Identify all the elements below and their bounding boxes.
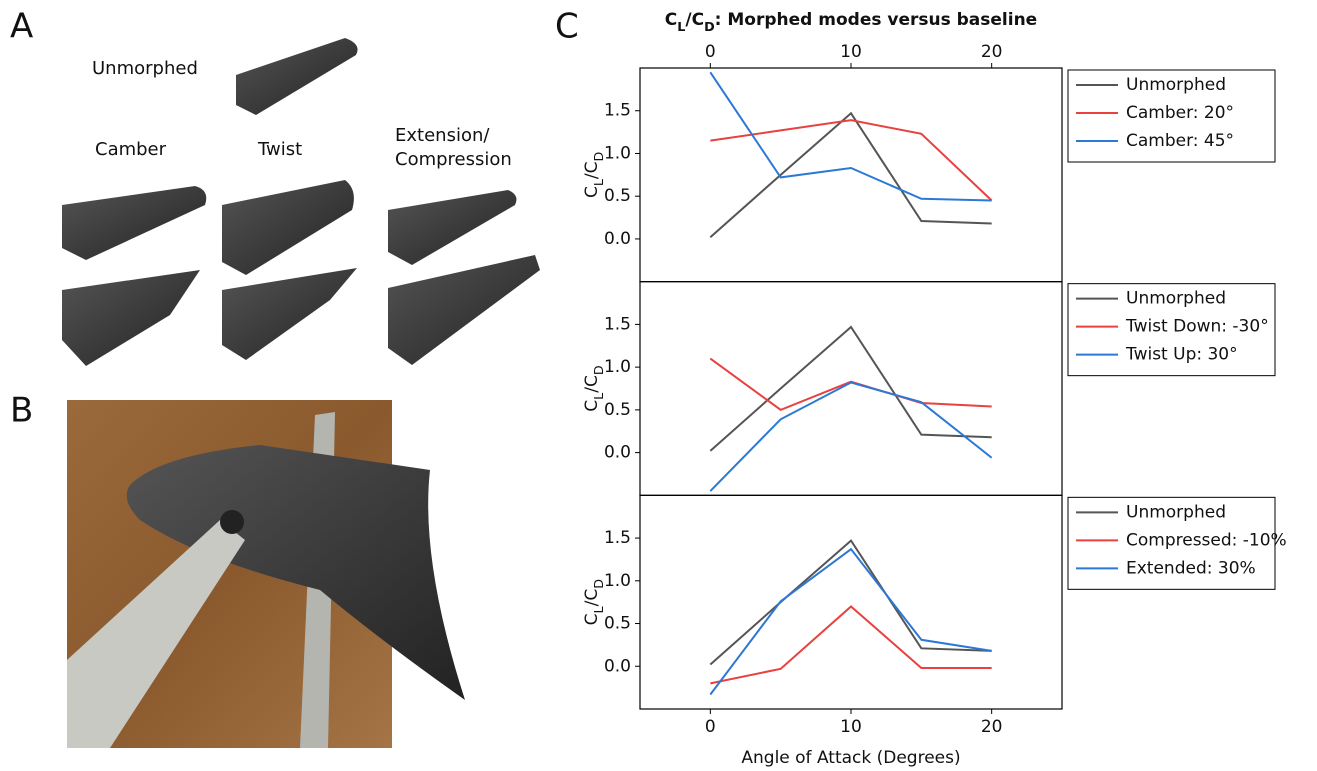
y-tick-label: 1.0	[604, 357, 631, 377]
series-line	[710, 119, 993, 202]
y-tick-label: 1.5	[604, 528, 631, 548]
legend-label: Unmorphed	[1126, 502, 1226, 522]
photo-label: Compression	[395, 149, 512, 170]
legend-label: Compressed: -10%	[1126, 530, 1287, 550]
x-tick-label: 20	[981, 42, 1003, 62]
legend-label: Extended: 30%	[1126, 558, 1256, 578]
y-tick-label: 0.0	[604, 229, 631, 249]
photo-label: Extension/	[395, 125, 490, 146]
series-line	[709, 539, 992, 666]
series-line	[709, 325, 992, 452]
series-line	[709, 381, 993, 492]
y-tick-label: 0.0	[604, 656, 631, 676]
panel-label: A	[10, 7, 33, 47]
series-line	[709, 71, 992, 202]
legend-label: Twist Down: -30°	[1125, 317, 1269, 337]
series-line	[709, 111, 992, 238]
plot-frame	[639, 281, 1063, 496]
x-tick-label: 20	[981, 717, 1003, 737]
panel-label: B	[10, 391, 33, 431]
legend-label: Camber: 45°	[1126, 131, 1234, 151]
legend-label: Twist Up: 30°	[1125, 345, 1238, 365]
x-tick-label: 0	[705, 42, 716, 62]
plot-frame	[639, 494, 1063, 710]
y-tick-label: 1.0	[604, 143, 631, 163]
series-line	[710, 605, 992, 685]
y-tick-label: 1.5	[604, 101, 631, 121]
plot-frame	[639, 67, 1063, 283]
x-tick-label: 10	[840, 717, 862, 737]
photo-label: Camber	[95, 139, 167, 160]
series-line	[709, 357, 992, 412]
x-tick-label: 10	[840, 42, 862, 62]
legend-label: Unmorphed	[1126, 289, 1226, 309]
chart-title: CL/CD: Morphed modes versus baseline	[665, 10, 1037, 35]
photo-label: Twist	[257, 139, 302, 160]
y-tick-label: 0.5	[604, 614, 631, 634]
wing-photos	[62, 38, 540, 366]
x-axis-label: Angle of Attack (Degrees)	[741, 748, 960, 768]
panel-label: C	[555, 7, 579, 47]
y-tick-label: 1.0	[604, 571, 631, 591]
y-tick-label: 0.5	[604, 400, 631, 420]
y-tick-label: 0.0	[604, 443, 631, 463]
photo-label: Unmorphed	[92, 58, 198, 79]
series-line	[709, 547, 992, 696]
legend-label: Camber: 20°	[1126, 103, 1234, 123]
y-tick-label: 1.5	[604, 314, 631, 334]
legend-label: Unmorphed	[1126, 75, 1226, 95]
wind-tunnel-photo	[67, 400, 466, 748]
y-tick-label: 0.5	[604, 186, 631, 206]
x-tick-label: 0	[705, 717, 716, 737]
